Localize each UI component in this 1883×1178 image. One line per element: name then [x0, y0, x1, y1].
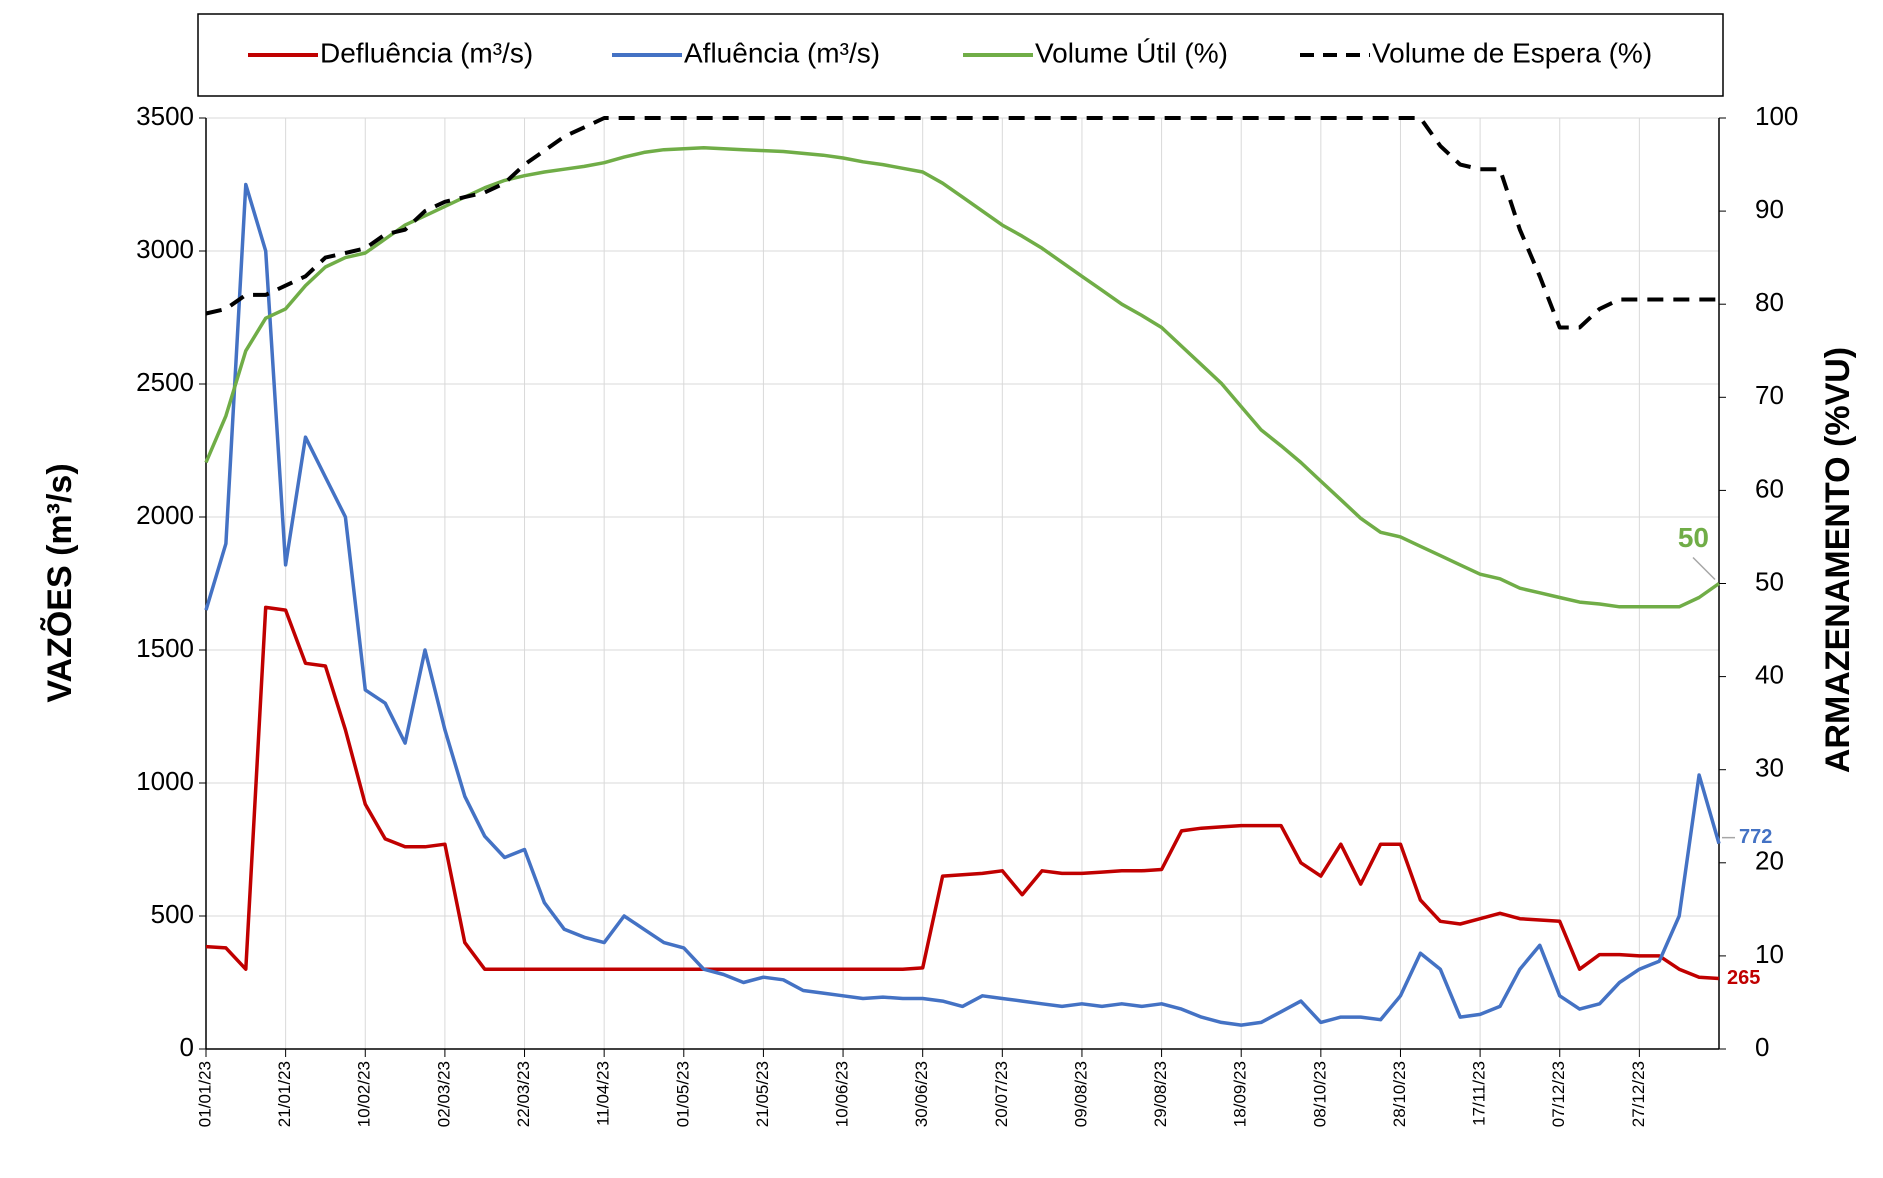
y-tick-label: 1500: [136, 633, 194, 663]
end-value-label: 772: [1739, 826, 1772, 848]
x-tick-label: 29/08/23: [1151, 1061, 1170, 1127]
y2-axis-title: ARMAZENAMENTO (%VU): [1819, 347, 1857, 773]
series-line: [204, 146, 1721, 609]
end-value-label: 50: [1678, 522, 1709, 553]
x-tick-label: 30/06/23: [912, 1061, 931, 1127]
y-tick-label: 3000: [136, 234, 194, 264]
y2-tick-label: 20: [1755, 846, 1784, 876]
x-tick-label: 28/10/23: [1390, 1061, 1409, 1127]
y-tick-label: 3500: [136, 101, 194, 131]
x-tick-label: 11/04/23: [594, 1061, 613, 1126]
y2-tick-label: 70: [1755, 380, 1784, 410]
y-tick-label: 0: [180, 1032, 194, 1062]
legend-label: Defluência (m³/s): [320, 37, 533, 68]
y2-tick-label: 30: [1755, 753, 1784, 783]
y2-tick-label: 40: [1755, 659, 1784, 689]
y2-tick-label: 0: [1755, 1032, 1769, 1062]
legend-box: [197, 13, 1724, 97]
legend-label: Volume de Espera (%): [1372, 37, 1652, 68]
x-tick-label: 17/11/23: [1470, 1061, 1489, 1126]
x-tick-label: 09/08/23: [1071, 1061, 1090, 1127]
x-tick-label: 10/02/23: [355, 1061, 374, 1127]
legend-label: Volume Útil (%): [1035, 37, 1228, 68]
x-tick-label: 21/05/23: [753, 1061, 772, 1127]
x-tick-label: 01/05/23: [673, 1061, 692, 1127]
x-tick-label: 10/06/23: [833, 1061, 852, 1127]
x-tick-label: 18/09/23: [1231, 1061, 1250, 1127]
y-tick-label: 2000: [136, 500, 194, 530]
y2-tick-label: 50: [1755, 566, 1784, 596]
x-tick-label: 21/01/23: [275, 1061, 294, 1127]
series-line: [205, 116, 1719, 330]
y2-tick-label: 100: [1755, 101, 1798, 131]
y-axis-title: VAZÕES (m³/s): [41, 463, 79, 702]
end-value-label: 265: [1727, 967, 1760, 989]
y2-tick-label: 80: [1755, 287, 1784, 317]
x-tick-label: 22/03/23: [514, 1061, 533, 1127]
y2-tick-label: 10: [1755, 939, 1784, 969]
x-tick-label: 08/10/23: [1310, 1061, 1329, 1127]
label-leader: [1692, 556, 1716, 581]
series-line: [204, 182, 1721, 1027]
x-tick-label: 07/12/23: [1549, 1061, 1568, 1127]
x-tick-label: 02/03/23: [434, 1061, 453, 1127]
y-tick-label: 2500: [136, 367, 194, 397]
x-tick-label: 01/01/23: [195, 1061, 214, 1127]
x-tick-label: 27/12/23: [1629, 1061, 1648, 1127]
y-tick-label: 1000: [136, 766, 194, 796]
y2-tick-label: 60: [1755, 473, 1784, 503]
x-tick-label: 20/07/23: [992, 1061, 1011, 1127]
series-line: [205, 605, 1720, 981]
y-tick-label: 500: [151, 899, 194, 929]
legend-label: Afluência (m³/s): [684, 37, 880, 68]
y2-tick-label: 90: [1755, 194, 1784, 224]
